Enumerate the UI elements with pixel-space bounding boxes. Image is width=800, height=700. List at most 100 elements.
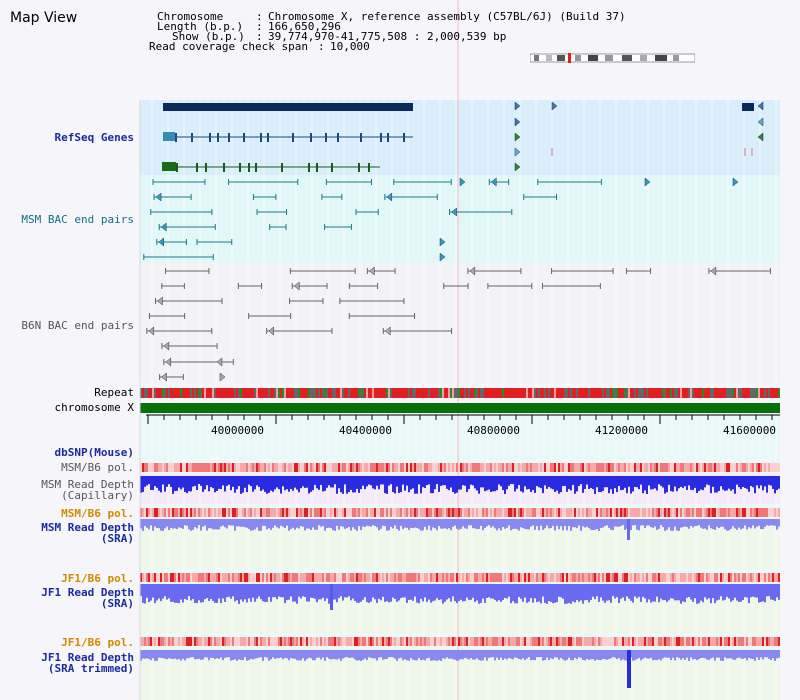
polymorphism-mark xyxy=(176,508,178,517)
polymorphism-mark xyxy=(552,573,554,582)
read-depth-bar xyxy=(392,650,394,658)
repeat-mark xyxy=(386,388,388,398)
chromosome-ideogram[interactable] xyxy=(530,53,695,63)
read-depth-bar xyxy=(638,584,640,597)
repeat-mark xyxy=(576,388,578,398)
polymorphism-mark xyxy=(532,508,534,517)
polymorphism-mark xyxy=(188,637,190,646)
read-depth-bar xyxy=(384,584,386,602)
polymorphism-mark xyxy=(384,573,386,582)
polymorphism-mark xyxy=(772,573,774,582)
msm-bac-label[interactable]: MSM BAC end pairs xyxy=(21,213,134,226)
dbsnp-label[interactable]: dbSNP(Mouse) xyxy=(54,446,134,459)
read-depth-bar xyxy=(146,584,148,598)
read-depth-bar xyxy=(672,650,674,658)
repeat-mark xyxy=(758,388,760,398)
repeat-mark xyxy=(476,388,478,398)
read-depth-bar xyxy=(274,519,276,526)
polymorphism-mark xyxy=(672,573,674,582)
polymorphism-mark xyxy=(738,508,740,517)
read-depth-bar xyxy=(382,519,384,526)
read-depth-bar xyxy=(240,584,242,600)
polymorphism-mark xyxy=(272,508,274,517)
polymorphism-mark xyxy=(530,463,532,472)
repeat-mark xyxy=(400,388,402,398)
polymorphism-mark xyxy=(464,637,466,646)
header-sep: : xyxy=(256,10,263,23)
polymorphism-mark xyxy=(210,637,212,646)
polymorphism-mark xyxy=(318,463,320,472)
read-depth-bar xyxy=(190,476,192,492)
polymorphism-mark xyxy=(322,573,324,582)
polymorphism-mark xyxy=(442,508,444,517)
polymorphism-mark xyxy=(264,508,266,517)
read-depth-bar xyxy=(212,650,214,658)
read-depth-bar xyxy=(310,476,312,492)
read-depth-bar xyxy=(472,650,474,660)
read-depth-bar xyxy=(706,519,708,530)
chromosome-label-track[interactable]: chromosome X xyxy=(54,401,134,414)
read-depth-bar xyxy=(598,519,600,531)
polymorphism-mark xyxy=(432,573,434,582)
jf1-pol-label[interactable]: JF1/B6 pol. xyxy=(61,572,134,585)
polymorphism-mark xyxy=(620,637,622,646)
repeat-label[interactable]: Repeat xyxy=(94,386,134,399)
polymorphism-mark xyxy=(254,463,256,472)
read-depth-bar xyxy=(244,476,246,488)
polymorphism-mark xyxy=(602,573,604,582)
read-depth-bar xyxy=(202,650,204,660)
polymorphism-mark xyxy=(384,637,386,646)
polymorphism-mark xyxy=(296,463,298,472)
read-depth-bar xyxy=(338,650,340,659)
read-depth-bar xyxy=(368,519,370,527)
read-depth-bar xyxy=(668,519,670,528)
polymorphism-mark xyxy=(180,463,182,472)
msm-depth-capillary-label[interactable]: MSM Read Depth (Capillary) xyxy=(41,478,134,502)
jf1-depth-trimmed-label[interactable]: JF1 Read Depth (SRA trimmed) xyxy=(41,651,134,675)
polymorphism-mark xyxy=(524,637,526,646)
read-depth-bar xyxy=(382,476,384,485)
jf1-depth-sra-label[interactable]: JF1 Read Depth (SRA) xyxy=(41,586,134,610)
msm-pol-label-2[interactable]: MSM/B6 pol. xyxy=(61,507,134,520)
polymorphism-mark xyxy=(512,463,514,472)
read-depth-bar xyxy=(606,584,608,601)
read-depth-bar xyxy=(344,476,346,485)
polymorphism-mark xyxy=(196,573,198,582)
read-depth-bar xyxy=(358,650,360,661)
read-depth-bar xyxy=(264,519,266,526)
polymorphism-mark xyxy=(172,637,174,646)
read-depth-bar xyxy=(492,476,494,492)
repeat-mark xyxy=(232,388,234,398)
read-depth-bar xyxy=(606,650,608,660)
polymorphism-mark xyxy=(634,508,636,517)
polymorphism-mark xyxy=(334,508,336,517)
polymorphism-mark xyxy=(204,508,206,517)
read-depth-bar xyxy=(568,476,570,490)
read-depth-bar xyxy=(712,650,714,658)
msm-pol-label[interactable]: MSM/B6 pol. xyxy=(61,461,134,474)
read-depth-bar xyxy=(290,519,292,529)
polymorphism-mark xyxy=(400,637,402,646)
read-depth-bar xyxy=(524,650,526,661)
read-depth-bar xyxy=(720,519,722,527)
polymorphism-mark xyxy=(732,463,734,472)
polymorphism-mark xyxy=(428,463,430,472)
b6n-bac-label[interactable]: B6N BAC end pairs xyxy=(21,319,134,332)
read-depth-bar xyxy=(184,584,186,599)
read-depth-bar xyxy=(712,519,714,530)
read-depth-bar xyxy=(512,584,514,602)
refseq-genes-label[interactable]: RefSeq Genes xyxy=(54,131,134,144)
polymorphism-mark xyxy=(590,637,592,646)
read-depth-bar xyxy=(496,476,498,491)
polymorphism-mark xyxy=(730,573,732,582)
jf1-pol-label-2[interactable]: JF1/B6 pol. xyxy=(61,636,134,649)
read-depth-bar xyxy=(610,519,612,530)
read-depth-bar xyxy=(778,476,780,489)
polymorphism-mark xyxy=(232,573,234,582)
msm-depth-sra-label[interactable]: MSM Read Depth (SRA) xyxy=(41,521,134,545)
repeat-mark xyxy=(732,388,734,398)
read-depth-bar xyxy=(490,584,492,599)
polymorphism-mark xyxy=(624,637,626,646)
repeat-mark xyxy=(546,388,548,398)
polymorphism-mark xyxy=(570,508,572,517)
